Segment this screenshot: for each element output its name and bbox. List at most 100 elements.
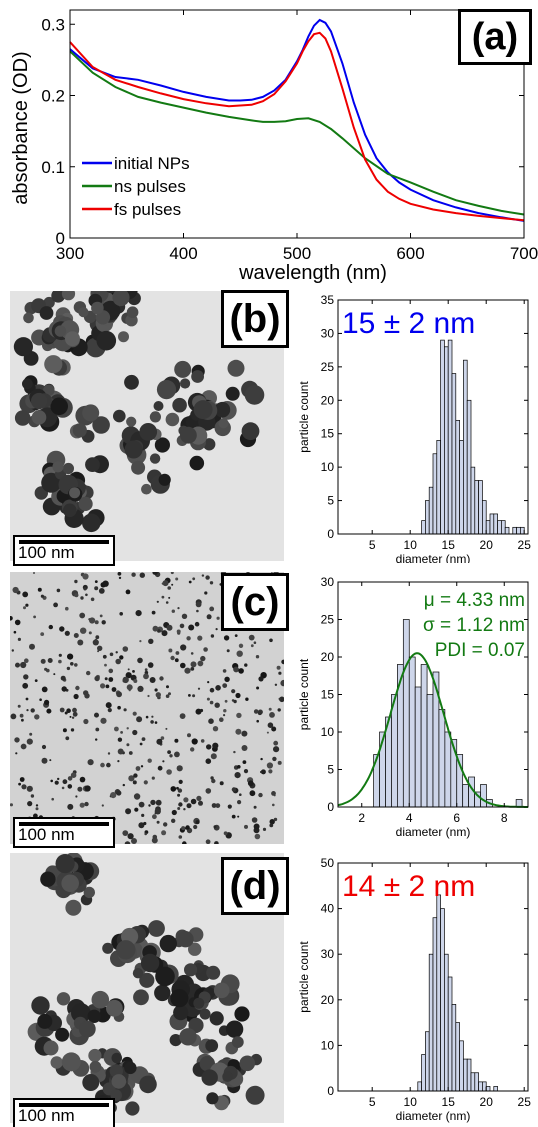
nanoparticle <box>269 712 275 718</box>
y-tick-label: 35 <box>321 293 335 307</box>
nanoparticle <box>203 438 216 451</box>
nanoparticle <box>223 714 226 717</box>
histogram-bar <box>421 520 426 535</box>
nanoparticle <box>266 731 269 734</box>
nanoparticle <box>13 630 17 634</box>
nanoparticle <box>147 694 150 698</box>
nanoparticle <box>171 818 176 823</box>
nanoparticle <box>65 736 70 741</box>
nanoparticle <box>209 606 215 612</box>
legend-label-1: ns pulses <box>114 177 186 196</box>
nanoparticle <box>162 580 169 587</box>
nanoparticle <box>272 803 275 807</box>
series-line-0 <box>69 18 525 222</box>
nanoparticle <box>166 769 172 775</box>
nanoparticle <box>139 572 145 578</box>
nanoparticle <box>190 661 197 668</box>
nanoparticle <box>234 1006 250 1022</box>
nanoparticle <box>10 803 13 807</box>
nanoparticle <box>233 666 240 673</box>
nanoparticle <box>253 709 259 714</box>
nanoparticle <box>148 804 151 807</box>
nanoparticle <box>14 619 21 626</box>
nanoparticle <box>126 727 129 730</box>
nanoparticle <box>237 800 242 805</box>
nanoparticle <box>157 765 163 771</box>
nanoparticle <box>165 694 170 698</box>
histogram-bar <box>485 1086 491 1092</box>
nanoparticle <box>138 822 145 829</box>
histogram-bar <box>474 1072 479 1092</box>
nanoparticle <box>11 649 14 652</box>
nanoparticle <box>57 777 60 781</box>
nanoparticle <box>269 823 274 828</box>
nanoparticle <box>98 588 105 594</box>
nanoparticle <box>197 687 201 690</box>
nanoparticle <box>123 708 127 712</box>
nanoparticle <box>27 801 33 807</box>
nanoparticle <box>187 733 191 738</box>
nanoparticle <box>242 760 247 764</box>
x-tick-label: 10 <box>404 538 418 552</box>
nanoparticle <box>72 423 87 438</box>
x-tick-label: 15 <box>442 1095 456 1109</box>
nanoparticle <box>170 786 177 792</box>
nanoparticle <box>191 370 205 383</box>
y-tick-label: 40 <box>321 902 335 916</box>
nanoparticle <box>231 689 236 694</box>
nanoparticle <box>227 804 232 809</box>
histogram-d: 5 10 15 20 25 0 10 20 30 40 50 diameter (nm) particl… <box>297 856 532 1123</box>
nanoparticle <box>226 649 230 653</box>
nanoparticle <box>37 1013 53 1029</box>
nanoparticle <box>132 670 135 673</box>
nanoparticle <box>223 709 227 713</box>
nanoparticle <box>249 790 256 797</box>
histogram-frame <box>337 299 529 535</box>
nanoparticle <box>59 626 65 632</box>
nanoparticle <box>148 638 154 644</box>
nanoparticle <box>154 688 158 692</box>
nanoparticle <box>69 487 81 499</box>
histogram-bar <box>478 480 483 535</box>
nanoparticle <box>154 437 170 453</box>
nanoparticle <box>132 968 144 979</box>
nanoparticle <box>178 835 183 839</box>
fit-stat-1: σ = 1.12 nm <box>423 615 525 636</box>
nanoparticle <box>51 797 54 801</box>
scale-bar-d: 100 nm <box>13 1098 115 1127</box>
y-axis-label: absorbance (OD) <box>10 51 32 204</box>
nanoparticle <box>115 658 121 665</box>
nanoparticle <box>94 675 100 682</box>
nanoparticle <box>176 786 179 790</box>
nanoparticle <box>64 711 68 715</box>
nanoparticle <box>22 591 29 598</box>
nanoparticle <box>215 685 221 691</box>
nanoparticle <box>137 657 143 664</box>
y-tick-label: 25 <box>321 613 335 627</box>
nanoparticle <box>66 666 71 671</box>
histogram-bar <box>432 917 438 1092</box>
nanoparticle <box>156 738 163 745</box>
nanoparticle <box>174 751 180 758</box>
nanoparticle <box>30 708 35 713</box>
x-axis-label: diameter (nm) <box>396 1109 471 1123</box>
nanoparticle <box>241 745 248 751</box>
nanoparticle <box>61 686 67 692</box>
nanoparticle <box>50 779 53 783</box>
nanoparticle <box>12 586 19 594</box>
histogram-bar <box>466 399 472 535</box>
nanoparticle <box>72 711 78 717</box>
nanoparticle <box>198 800 203 806</box>
histogram-bar <box>436 440 441 535</box>
nanoparticle <box>101 804 104 807</box>
nanoparticle <box>79 776 86 783</box>
nanoparticle <box>31 996 50 1015</box>
nanoparticle <box>139 1075 157 1094</box>
nanoparticle <box>205 1039 219 1053</box>
nanoparticle <box>22 682 29 689</box>
nanoparticle <box>258 676 264 682</box>
nanoparticle <box>96 330 117 351</box>
histogram-bar <box>512 526 517 535</box>
nanoparticle <box>238 643 244 648</box>
x-tick-label: 25 <box>518 1095 532 1109</box>
